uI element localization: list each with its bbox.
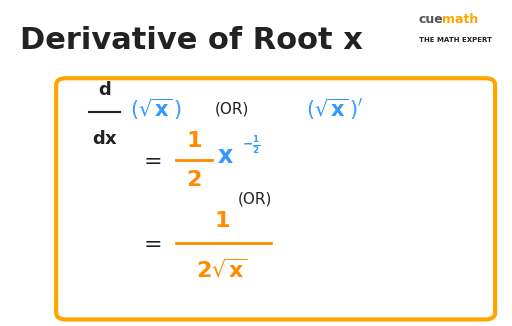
FancyBboxPatch shape: [56, 78, 495, 319]
Text: $\mathbf{1}$: $\mathbf{1}$: [186, 131, 202, 151]
Text: $\mathbf{dx}$: $\mathbf{dx}$: [92, 130, 118, 148]
Text: $(\sqrt{\mathbf{x}}\,)$: $(\sqrt{\mathbf{x}}\,)$: [130, 96, 182, 122]
Text: Derivative of Root x: Derivative of Root x: [20, 26, 364, 55]
Text: math: math: [441, 13, 478, 26]
Text: $\mathbf{x}$: $\mathbf{x}$: [217, 144, 234, 168]
Text: (OR): (OR): [238, 191, 272, 206]
Text: $\mathbf{2\sqrt{x}}$: $\mathbf{2\sqrt{x}}$: [196, 258, 248, 280]
Text: $\mathbf{1}$: $\mathbf{1}$: [214, 212, 230, 231]
Text: $(\sqrt{\mathbf{x}}\,)'$: $(\sqrt{\mathbf{x}}\,)'$: [306, 96, 364, 122]
Text: (OR): (OR): [215, 102, 249, 117]
Text: $=$: $=$: [139, 233, 162, 253]
Text: THE MATH EXPERT: THE MATH EXPERT: [418, 37, 492, 43]
Text: $\mathbf{d}$: $\mathbf{d}$: [98, 82, 111, 99]
Text: $\mathbf{-\frac{1}{2}}$: $\mathbf{-\frac{1}{2}}$: [243, 134, 261, 156]
Text: $\mathbf{2}$: $\mathbf{2}$: [186, 170, 202, 189]
Text: cue: cue: [418, 13, 443, 26]
Text: $=$: $=$: [139, 150, 162, 170]
